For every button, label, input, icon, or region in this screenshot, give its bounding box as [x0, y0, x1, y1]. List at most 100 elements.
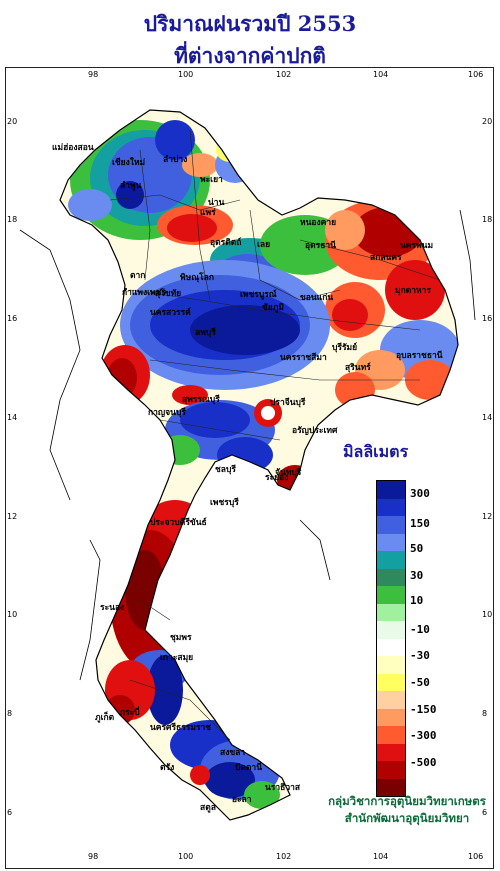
legend-swatch: [377, 656, 405, 674]
lat-tick: 8: [482, 709, 488, 718]
lon-tick: 106: [468, 852, 484, 861]
place-label: อุตรดิตถ์: [210, 238, 242, 248]
place-label: ชัยภูมิ: [262, 303, 284, 313]
legend-label: -30: [410, 649, 430, 662]
place-label: อุดรธานี: [305, 241, 336, 251]
place-label: ภูเก็ต: [95, 713, 115, 723]
place-label: สงขลา: [220, 748, 246, 758]
legend-swatch: [377, 586, 405, 604]
place-label: ตรัง: [160, 763, 175, 773]
place-label: จันทบุรี: [275, 468, 302, 478]
place-label: ระนอง: [100, 603, 125, 613]
place-label: พิษณุโลก: [180, 273, 215, 283]
place-label: ปราจีนบุรี: [270, 398, 306, 408]
lat-tick: 18: [7, 215, 18, 224]
legend-swatch: [377, 673, 405, 691]
legend-swatch: [377, 761, 405, 779]
place-label: มุกดาหาร: [395, 286, 431, 296]
place-label: กาญจนบุรี: [148, 408, 186, 418]
lat-tick: 6: [482, 808, 488, 817]
legend-swatch: [377, 603, 405, 621]
place-label: ลพบุรี: [195, 328, 216, 338]
legend-swatch: [377, 498, 405, 516]
place-label: นครพนม: [400, 241, 434, 251]
legend-swatch: [377, 726, 405, 744]
place-label: ระยอง: [265, 473, 289, 483]
place-label: ลำพูน: [120, 181, 142, 191]
place-label: บุรีรัมย์: [332, 343, 358, 353]
province-boundaries: [109, 129, 441, 741]
lat-tick: 12: [7, 512, 18, 521]
map-title: ปริมาณฝนรวมปี 2553: [143, 11, 357, 36]
country-outline: [59, 109, 459, 821]
lat-tick: 16: [7, 314, 18, 323]
place-label: เพชรบูรณ์: [240, 290, 277, 300]
place-label: พะเยา: [200, 175, 223, 185]
place-label: นครสวรรค์: [150, 308, 191, 318]
map-frame: [5, 67, 494, 869]
place-label: ตาก: [130, 271, 146, 281]
credit-line1: กลุ่มวิชาการอุตุนิยมวิทยาเกษตร: [328, 794, 486, 808]
legend-swatch: [377, 533, 405, 551]
place-label: สุโขทัย: [155, 289, 182, 299]
place-label: สุรินทร์: [345, 363, 371, 373]
lon-tick: 106: [468, 70, 484, 79]
lat-tick: 20: [7, 117, 18, 126]
place-label: แม่ฮ่องสอน: [52, 143, 94, 153]
lat-tick: 10: [482, 610, 493, 619]
legend-label: -500: [410, 756, 437, 769]
legend-label: -10: [410, 623, 430, 636]
lat-tick: 12: [482, 512, 493, 521]
credit-line2: สำนักพัฒนาอุตุนิยมวิทยา: [344, 811, 470, 825]
lat-tick: 20: [482, 117, 493, 126]
legend-label: 10: [410, 594, 424, 607]
place-label: น่าน: [208, 198, 225, 208]
legend-swatch: [377, 551, 405, 569]
lon-tick: 98: [88, 852, 99, 861]
place-label: ชุมพร: [170, 633, 192, 643]
legend-label: 30: [410, 569, 424, 582]
lat-tick: 18: [482, 215, 493, 224]
legend-label: 150: [410, 517, 430, 530]
legend-swatch: [377, 743, 405, 761]
place-label: เลย: [257, 240, 271, 250]
legend-label: 50: [410, 542, 424, 555]
place-label: อรัญประเทศ: [292, 426, 338, 436]
map-subtitle: ที่ต่างจากค่าปกติ: [174, 43, 326, 68]
place-label: เชียงใหม่: [112, 158, 146, 168]
lon-tick: 100: [178, 852, 194, 861]
lat-tick: 14: [7, 413, 18, 422]
lon-tick: 102: [276, 70, 292, 79]
place-label: สตูล: [200, 803, 216, 813]
place-label: ปัตตานี: [235, 763, 263, 773]
legend-label: -50: [410, 676, 430, 689]
legend-swatch: [377, 568, 405, 586]
lon-tick: 100: [178, 70, 194, 79]
place-label: นราธิวาส: [265, 783, 301, 793]
place-label: นครราชสีมา: [280, 353, 327, 363]
color-legend: [376, 480, 406, 797]
place-label: ลำปาง: [163, 155, 188, 165]
place-label: กำแพงเพชร: [122, 288, 166, 298]
legend-swatch: [377, 778, 405, 796]
legend-label: -300: [410, 729, 437, 742]
legend-title: มิลลิเมตร: [343, 442, 409, 461]
lat-tick: 16: [482, 314, 493, 323]
legend-swatch: [377, 516, 405, 534]
place-label: เกาะสมุย: [160, 653, 194, 663]
place-label: กระบี่: [120, 708, 140, 718]
lat-tick: 14: [482, 413, 493, 422]
legend-swatch: [377, 638, 405, 656]
place-label: ชลบุรี: [215, 465, 236, 475]
lat-tick: 10: [7, 610, 18, 619]
lon-tick: 102: [276, 852, 292, 861]
place-label: เพชรบุรี: [210, 498, 239, 508]
legend-label: -150: [410, 703, 437, 716]
place-label: สุพรรณบุรี: [182, 395, 220, 405]
lon-tick: 104: [373, 852, 389, 861]
place-label: ประจวบคีรีขันธ์: [150, 518, 207, 528]
place-label: สกลนคร: [370, 253, 402, 263]
legend-swatch: [377, 691, 405, 709]
neighbour-coast: [19, 209, 476, 681]
